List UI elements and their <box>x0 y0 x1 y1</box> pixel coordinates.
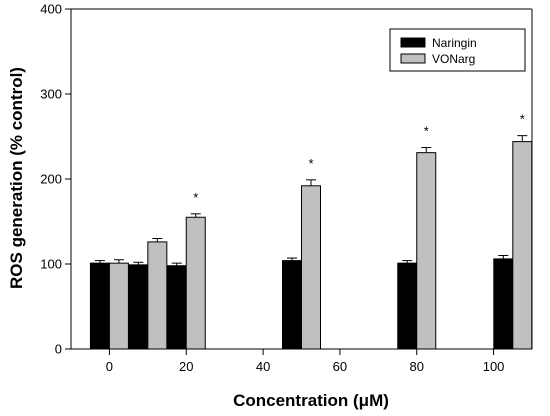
significance-markers: * * * * <box>193 112 525 205</box>
bar-naringin-0 <box>89 262 110 350</box>
x-tick-label: 40 <box>256 359 270 374</box>
x-tick-label: 80 <box>410 359 424 374</box>
bar-vonarg-1 <box>147 241 168 350</box>
legend-swatch-vonarg <box>400 53 426 64</box>
x-tick-label: 100 <box>483 359 505 374</box>
bar-vonarg-3 <box>301 185 321 350</box>
bars-layer <box>89 141 533 350</box>
y-tick-label: 300 <box>40 87 62 102</box>
error-bars-layer <box>94 135 528 266</box>
bar-vonarg-2 <box>185 216 206 350</box>
bar-naringin-5 <box>493 258 514 350</box>
x-axis-title: Concentration (μM) <box>233 391 389 410</box>
legend-swatch-naringin <box>400 37 426 48</box>
significance-star: * <box>193 190 198 205</box>
legend-label-vonarg: VONarg <box>432 52 475 66</box>
legend-label-naringin: Naringin <box>432 36 477 50</box>
bar-vonarg-0 <box>108 262 129 350</box>
axes: 0 100 200 300 400 0 20 40 60 80 100 <box>40 2 533 374</box>
x-tick-label: 0 <box>106 359 113 374</box>
y-tick-label: 200 <box>40 172 62 187</box>
legend: Naringin VONarg <box>389 28 526 72</box>
significance-star: * <box>308 156 313 171</box>
y-tick-label: 0 <box>55 342 62 357</box>
y-axis-title: ROS generation (% control) <box>7 67 26 289</box>
y-tick-label: 400 <box>40 2 62 17</box>
bar-naringin-1 <box>128 264 149 350</box>
legend-box <box>389 28 526 72</box>
bar-naringin-3 <box>282 260 302 350</box>
x-tick-label: 60 <box>333 359 347 374</box>
significance-star: * <box>424 124 429 139</box>
significance-star: * <box>520 112 525 127</box>
bar-vonarg-5 <box>512 141 533 350</box>
y-tick-label: 100 <box>40 257 62 272</box>
bar-vonarg-4 <box>416 152 437 350</box>
bar-naringin-4 <box>397 262 418 350</box>
bar-naringin-2 <box>166 265 187 350</box>
x-tick-label: 20 <box>179 359 193 374</box>
